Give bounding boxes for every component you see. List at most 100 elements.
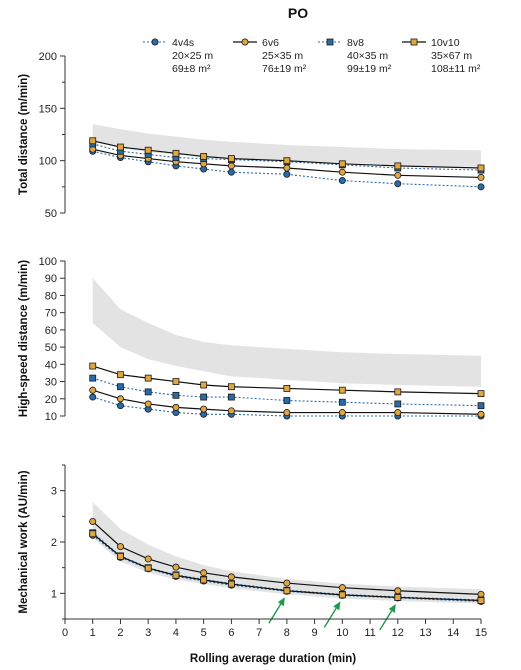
data-point <box>227 383 235 391</box>
data-point <box>394 171 402 179</box>
x-tick-label: 2 <box>117 627 123 639</box>
data-point <box>283 397 291 404</box>
legend-name: 10v10 <box>431 37 460 49</box>
y-tick-label: 2 <box>51 537 57 549</box>
data-point <box>283 409 291 417</box>
data-point <box>338 584 346 592</box>
data-point <box>89 393 97 401</box>
series-8v8 <box>89 374 485 410</box>
data-point <box>144 374 152 382</box>
data-point <box>116 543 124 551</box>
data-point <box>227 580 235 588</box>
legend-name: 8v8 <box>347 37 364 49</box>
data-point <box>89 362 97 370</box>
data-point <box>144 555 152 563</box>
x-tick-label: 5 <box>201 627 207 639</box>
legend-marker-10v10 <box>410 38 418 46</box>
data-point <box>200 405 208 413</box>
legend-dimensions: 20×25 m <box>172 50 213 62</box>
x-tick-label: 7 <box>256 627 262 639</box>
data-point <box>117 552 124 560</box>
data-point <box>144 564 152 572</box>
data-point <box>394 409 402 417</box>
y-tick-label: 20 <box>45 394 57 406</box>
y-tick-label: 40 <box>45 359 57 371</box>
data-point <box>283 587 291 595</box>
reference-band <box>92 124 481 167</box>
series-10v10 <box>89 362 485 398</box>
legend-marker-4v4s <box>151 38 159 46</box>
legend-name: 4v4s <box>172 37 194 49</box>
x-tick-label: 9 <box>312 627 318 639</box>
legend-area: 99±19 m² <box>347 63 392 75</box>
data-point <box>477 597 485 604</box>
data-point <box>338 177 346 185</box>
series-line <box>92 389 482 415</box>
data-point <box>227 407 235 415</box>
y-tick-label: 10 <box>45 411 57 423</box>
x-tick-label: 1 <box>90 627 96 639</box>
series-6v6 <box>89 517 485 598</box>
x-tick-label: 11 <box>364 627 375 639</box>
y-tick-label: 80 <box>45 290 57 302</box>
legend-dimensions: 25×35 m <box>262 50 303 62</box>
data-point <box>116 395 124 403</box>
y-tick-label: 200 <box>39 51 57 63</box>
data-point <box>338 591 346 599</box>
data-point <box>338 409 346 417</box>
chart-title: PO <box>288 5 308 21</box>
x-tick-label: 3 <box>145 627 151 639</box>
x-tick-label: 10 <box>336 627 348 639</box>
data-point <box>477 164 485 172</box>
x-tick-label: 14 <box>447 627 459 639</box>
legend-name: 6v6 <box>262 37 279 49</box>
x-tick-label: 13 <box>419 627 431 639</box>
x-tick-label: 15 <box>475 627 487 639</box>
data-point <box>283 579 291 587</box>
panel-1: 50 100 150 200 Total distance (m/min) <box>18 51 485 220</box>
y-axis-label: High-speed distance (m/min) <box>18 260 30 417</box>
data-point <box>394 400 402 408</box>
panel-2: 10 20 30 40 50 60 70 80 90 100 High-speed distance… <box>18 256 485 423</box>
x-tick-label: 8 <box>284 627 290 639</box>
y-tick-label: 30 <box>45 377 57 389</box>
data-point <box>116 402 124 410</box>
data-point <box>477 410 485 418</box>
data-point <box>477 402 485 410</box>
data-point <box>477 183 485 191</box>
data-point <box>227 155 235 162</box>
arrow-annotation <box>268 597 285 624</box>
data-point <box>477 173 485 181</box>
series-10v10 <box>89 530 485 604</box>
data-point <box>172 571 180 579</box>
data-point <box>283 157 291 165</box>
data-point <box>200 393 208 401</box>
data-point <box>394 587 402 595</box>
data-point <box>394 594 402 601</box>
y-tick-label: 60 <box>45 325 57 337</box>
data-point <box>338 386 346 394</box>
data-point <box>477 390 485 398</box>
data-point <box>89 517 97 525</box>
data-point <box>477 590 485 598</box>
data-point <box>200 381 208 389</box>
data-point <box>200 153 208 160</box>
x-tick-label: 0 <box>62 627 68 639</box>
data-point <box>200 576 208 584</box>
data-point <box>172 149 180 157</box>
x-axis: 0 1 2 3 4 5 6 7 8 9 10 11 12 13 14 15 <box>62 618 487 639</box>
data-point <box>283 164 291 172</box>
data-point <box>338 168 346 176</box>
data-point <box>89 374 97 382</box>
legend-marker-6v6 <box>241 38 249 46</box>
data-point <box>283 385 291 392</box>
data-point <box>227 573 235 581</box>
data-point <box>117 143 124 151</box>
y-tick-label: 50 <box>45 208 57 220</box>
y-tick-label: 100 <box>39 256 57 268</box>
legend-marker-8v8 <box>326 38 334 46</box>
